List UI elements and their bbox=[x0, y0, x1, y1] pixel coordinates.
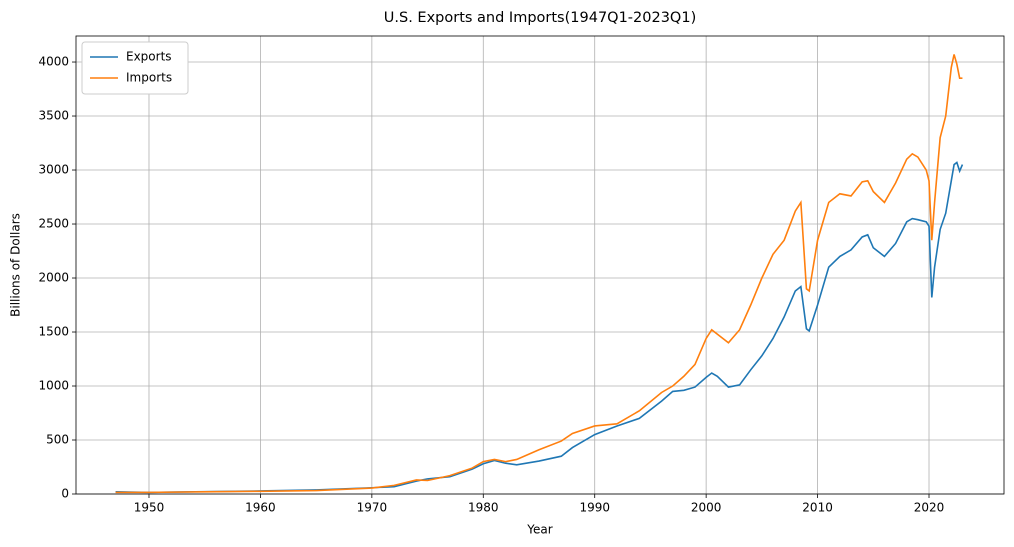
x-tick-label: 2000 bbox=[691, 501, 722, 515]
chart-title: U.S. Exports and Imports(1947Q1-2023Q1) bbox=[384, 10, 696, 26]
y-tick-label: 3000 bbox=[38, 163, 69, 177]
x-tick-label: 2010 bbox=[802, 501, 833, 515]
axes-frame bbox=[75, 35, 1005, 495]
y-tick-label: 500 bbox=[46, 433, 69, 447]
y-tick-label: 2500 bbox=[38, 217, 69, 231]
y-tick-label: 4000 bbox=[38, 55, 69, 69]
x-tick-label: 1970 bbox=[357, 501, 388, 515]
y-tick-label: 3500 bbox=[38, 109, 69, 123]
legend: Exports Imports bbox=[81, 41, 189, 95]
x-tick-label: 1950 bbox=[134, 501, 165, 515]
legend-label: Exports bbox=[126, 50, 172, 64]
data-line bbox=[115, 161, 964, 494]
y-tick-label: 0 bbox=[61, 487, 69, 501]
y-tick-label: 1000 bbox=[38, 379, 69, 393]
x-tick-label: 2020 bbox=[914, 501, 945, 515]
data-line bbox=[115, 54, 963, 494]
x-tick-label: 1990 bbox=[579, 501, 610, 515]
legend-label: Imports bbox=[126, 71, 172, 85]
y-tick-label: 2000 bbox=[38, 271, 69, 285]
y-tick-label: 1500 bbox=[38, 325, 69, 339]
y-axis-label: Billions of Dollars bbox=[9, 213, 23, 317]
x-tick-label: 1960 bbox=[245, 501, 276, 515]
legend-box bbox=[81, 41, 189, 95]
x-axis-label: Year bbox=[526, 523, 552, 537]
x-tick-label: 1980 bbox=[468, 501, 499, 515]
